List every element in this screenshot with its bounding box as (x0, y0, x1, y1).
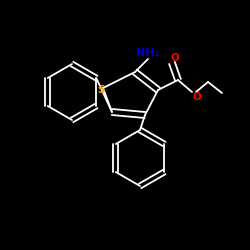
Text: O: O (192, 92, 202, 102)
Text: S: S (97, 85, 105, 95)
Text: O: O (170, 53, 179, 63)
Text: NH₂: NH₂ (136, 48, 160, 58)
